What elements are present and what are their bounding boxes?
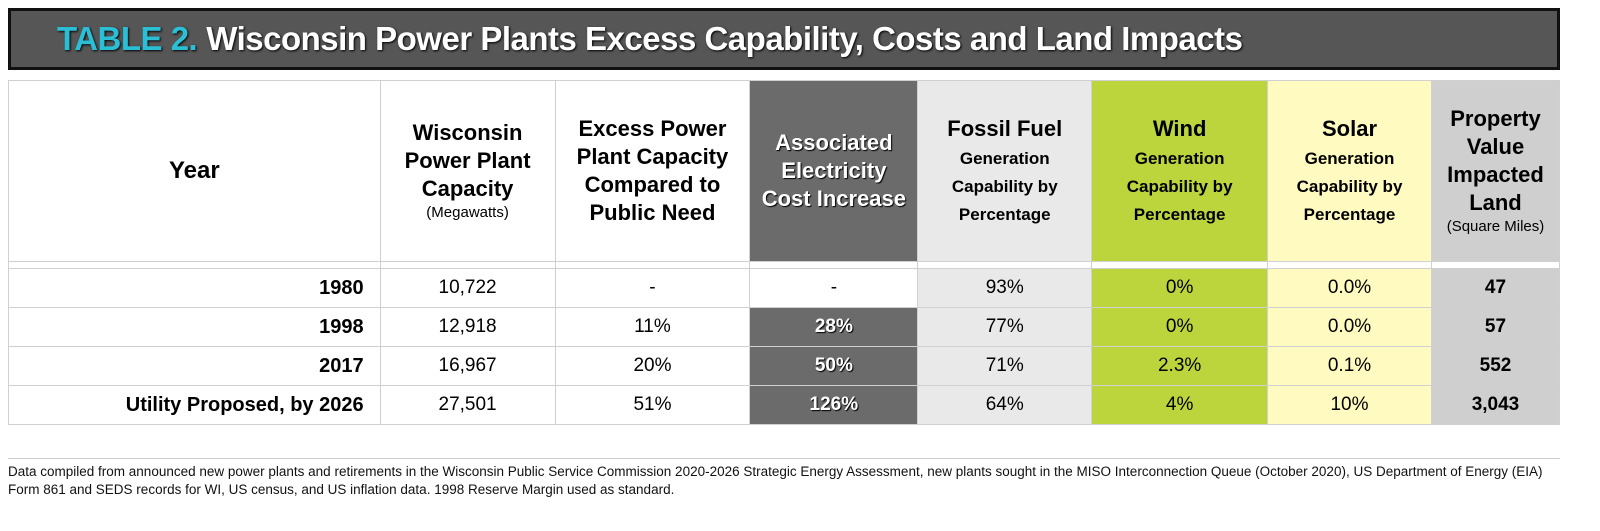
header-property-sub: (Square Miles) xyxy=(1446,218,1545,235)
header-assoc: Associated Electricity Cost Increase xyxy=(749,80,919,262)
cell-solar: 0.0% xyxy=(1267,307,1432,347)
header-excess: Excess Power Plant Capacity Compared to … xyxy=(554,80,751,262)
header-solar-main: Solar xyxy=(1321,116,1378,141)
spacer-row xyxy=(8,261,1561,269)
cell-capacity: 16,967 xyxy=(379,346,556,386)
header-property-main: Property Value Impacted Land xyxy=(1447,106,1544,215)
header-property: Property Value Impacted Land (Square Mile… xyxy=(1430,80,1561,262)
cell-wind: 4% xyxy=(1091,385,1269,425)
table-title: TABLE 2. Wisconsin Power Plants Excess C… xyxy=(8,8,1560,70)
cell-property: 552 xyxy=(1430,346,1561,386)
cell-fossil: 77% xyxy=(917,307,1093,347)
cell-year: Utility Proposed, by 2026 xyxy=(8,385,381,425)
cell-fossil: 71% xyxy=(917,346,1093,386)
header-wind: Wind Generation Capability by Percentage xyxy=(1091,80,1269,262)
power-plants-table: Year Wisconsin Power Plant Capacity (Mega… xyxy=(8,80,1561,425)
header-capacity-sub: (Megawatts) xyxy=(426,204,509,221)
table-number: TABLE 2. xyxy=(57,20,198,57)
cell-year: 1980 xyxy=(8,268,381,308)
cell-capacity: 10,722 xyxy=(379,268,556,308)
cell-assoc: - xyxy=(749,268,919,308)
cell-capacity: 27,501 xyxy=(379,385,556,425)
header-solar-sub: Generation Capability by Percentage xyxy=(1296,149,1403,224)
header-fossil-sub: Generation Capability by Percentage xyxy=(951,149,1058,224)
cell-property: 3,043 xyxy=(1430,385,1561,425)
cell-year: 2017 xyxy=(8,346,381,386)
header-year: Year xyxy=(8,80,381,262)
cell-solar: 0.1% xyxy=(1267,346,1432,386)
cell-wind: 0% xyxy=(1091,307,1269,347)
header-solar: Solar Generation Capability by Percentage xyxy=(1267,80,1432,262)
cell-year: 1998 xyxy=(8,307,381,347)
cell-assoc: 126% xyxy=(749,385,919,425)
cell-capacity: 12,918 xyxy=(379,307,556,347)
cell-fossil: 93% xyxy=(917,268,1093,308)
header-fossil-main: Fossil Fuel xyxy=(947,116,1063,141)
header-fossil: Fossil Fuel Generation Capability by Perc… xyxy=(917,80,1093,262)
cell-excess: 51% xyxy=(554,385,751,425)
cell-wind: 2.3% xyxy=(1091,346,1269,386)
header-wind-main: Wind xyxy=(1152,116,1207,141)
header-capacity-main: Wisconsin Power Plant Capacity xyxy=(404,120,531,201)
header-wind-sub: Generation Capability by Percentage xyxy=(1126,149,1233,224)
cell-excess: 11% xyxy=(554,307,751,347)
cell-assoc: 28% xyxy=(749,307,919,347)
table-row: 2017 16,967 20% 50% 71% 2.3% 0.1% 552 xyxy=(8,346,1561,386)
cell-solar: 10% xyxy=(1267,385,1432,425)
header-capacity: Wisconsin Power Plant Capacity (Megawatts… xyxy=(379,80,556,262)
cell-assoc: 50% xyxy=(749,346,919,386)
cell-excess: - xyxy=(554,268,751,308)
table-row: 1980 10,722- -93% 0% 0.0% 47 xyxy=(8,268,1561,308)
cell-fossil: 64% xyxy=(917,385,1093,425)
cell-solar: 0.0% xyxy=(1267,268,1432,308)
cell-wind: 0% xyxy=(1091,268,1269,308)
table-row: Utility Proposed, by 2026 27,501 51% 126% 64… xyxy=(8,385,1561,425)
footnote: Data compiled from announced new power p… xyxy=(8,458,1560,499)
cell-property: 57 xyxy=(1430,307,1561,347)
table-title-text: Wisconsin Power Plants Excess Capability… xyxy=(206,20,1243,57)
cell-property: 47 xyxy=(1430,268,1561,308)
header-row: Year Wisconsin Power Plant Capacity (Mega… xyxy=(8,80,1561,262)
table-row: 1998 12,918 11% 28% 77% 0% 0.0% 57 xyxy=(8,307,1561,347)
cell-excess: 20% xyxy=(554,346,751,386)
